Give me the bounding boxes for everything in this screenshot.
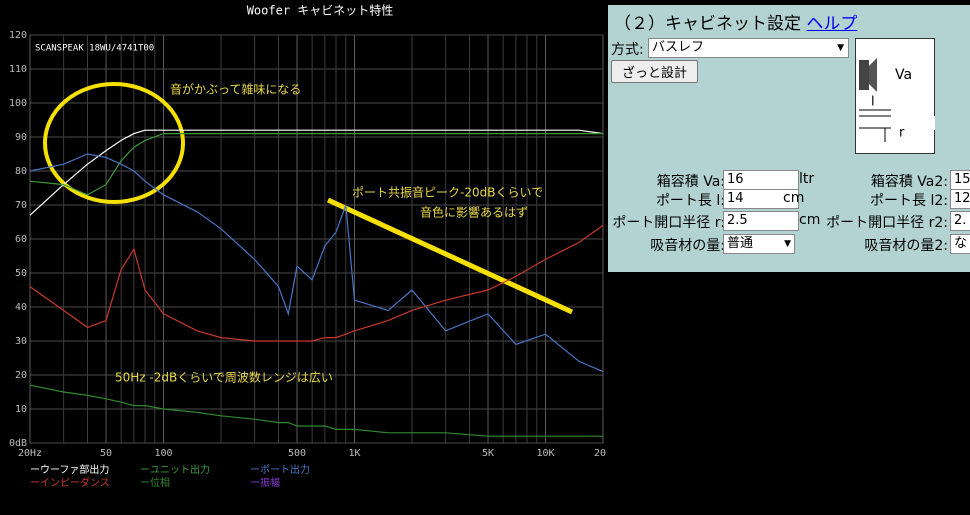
legend-label: ー振幅 [250,476,280,489]
field-input[interactable]: 16 [723,170,799,190]
y-tick-label: 100 [9,98,27,109]
design-button[interactable]: ざっと設計 [611,60,699,83]
x-tick-label: 1K [348,448,360,459]
x-tick-label: 20Hz [18,448,42,459]
method-select[interactable]: バスレフ ▼ [648,38,849,58]
x-tick-label: 500 [288,448,306,459]
y-tick-label: 110 [9,64,27,75]
series-line [29,153,604,373]
field-unit: cm [783,190,805,206]
y-tick-label: 90 [15,132,27,143]
field-label: ポート長 l: [655,193,725,209]
heading-text: （２）キャビネット設定 [614,14,801,34]
field-input[interactable]: 2.5 [723,211,799,231]
settings-panel: （２）キャビネット設定 ヘルプ 方式: バスレフ ▼ ざっと設計 Va l r 箱… [608,5,970,272]
series-line [29,129,604,216]
x-tick-label: 20K [594,448,606,459]
field-label: ポート長 l2: [870,193,948,209]
diagram-label: r [899,126,905,141]
field-input[interactable]: 普通 ▼ [723,234,795,254]
legend-label: ーユニット出力 [140,463,210,476]
annotation: ポート共振音ピーク-20dBくらいで [352,185,543,200]
chart: Woofer キャビネット特性 SCANSPEAK 18WU/4741T00 音… [9,3,606,490]
annotation: 音がかぶって雑味になる [170,82,301,97]
diagram-label: Va [895,67,912,83]
model-label: SCANSPEAK 18WU/4741T00 [35,44,154,54]
legend-label: ーインピーダンス [30,476,110,489]
field-unit: ltr [799,171,815,187]
legend-label: ーウーファ部出力 [30,463,109,476]
y-tick-label: 0dB [9,438,27,449]
y-tick-label: 80 [15,166,27,177]
series-line [29,133,603,196]
y-tick-label: 120 [9,30,27,41]
field-input[interactable]: 12 [950,189,970,209]
series-line [29,384,603,437]
diagram-label: l [871,95,875,110]
annotation: 音色に影響あるはず [420,205,528,220]
x-tick-label: 100 [154,448,172,459]
field-label: 吸音材の量: [650,238,725,254]
method-value: バスレフ [652,40,705,55]
field-input[interactable]: 2. [950,211,970,231]
field-label: ポート開口半径 r: [612,215,725,231]
cabinet-diagram: Va l r [855,38,935,154]
field-label: 箱容積 Va2: [870,174,948,190]
y-tick-label: 20 [15,370,27,381]
y-tick-label: 70 [15,200,27,211]
method-label: 方式: [611,42,644,58]
field-label: ポート開口半径 r2: [826,215,948,231]
field-input[interactable]: な [950,234,970,254]
y-tick-label: 40 [15,302,27,313]
x-tick-label: 10K [536,448,554,459]
highlight-line [326,197,574,315]
highlight-ellipse [43,82,185,204]
x-tick-label: 5K [482,448,494,459]
field-label: 箱容積 Va: [656,174,725,190]
y-tick-label: 10 [15,404,27,415]
panel-heading: （２）キャビネット設定 ヘルプ [614,9,857,34]
chart-title: Woofer キャビネット特性 [247,3,394,18]
y-tick-label: 30 [15,336,27,347]
field-unit: cm [799,212,821,228]
x-tick-label: 50 [100,448,112,459]
field-input[interactable]: 15 [950,170,970,190]
field-input[interactable]: 14 [723,189,799,209]
annotation: 50Hz -2dBくらいで周波数レンジは広い [115,370,333,385]
y-tick-label: 60 [15,234,27,245]
legend-label: ー位相 [140,476,170,489]
legend-label: ーポート出力 [250,463,310,476]
field-label: 吸音材の量2: [864,238,948,254]
help-link[interactable]: ヘルプ [806,14,858,34]
series-line [29,224,604,342]
y-tick-label: 50 [15,268,27,279]
